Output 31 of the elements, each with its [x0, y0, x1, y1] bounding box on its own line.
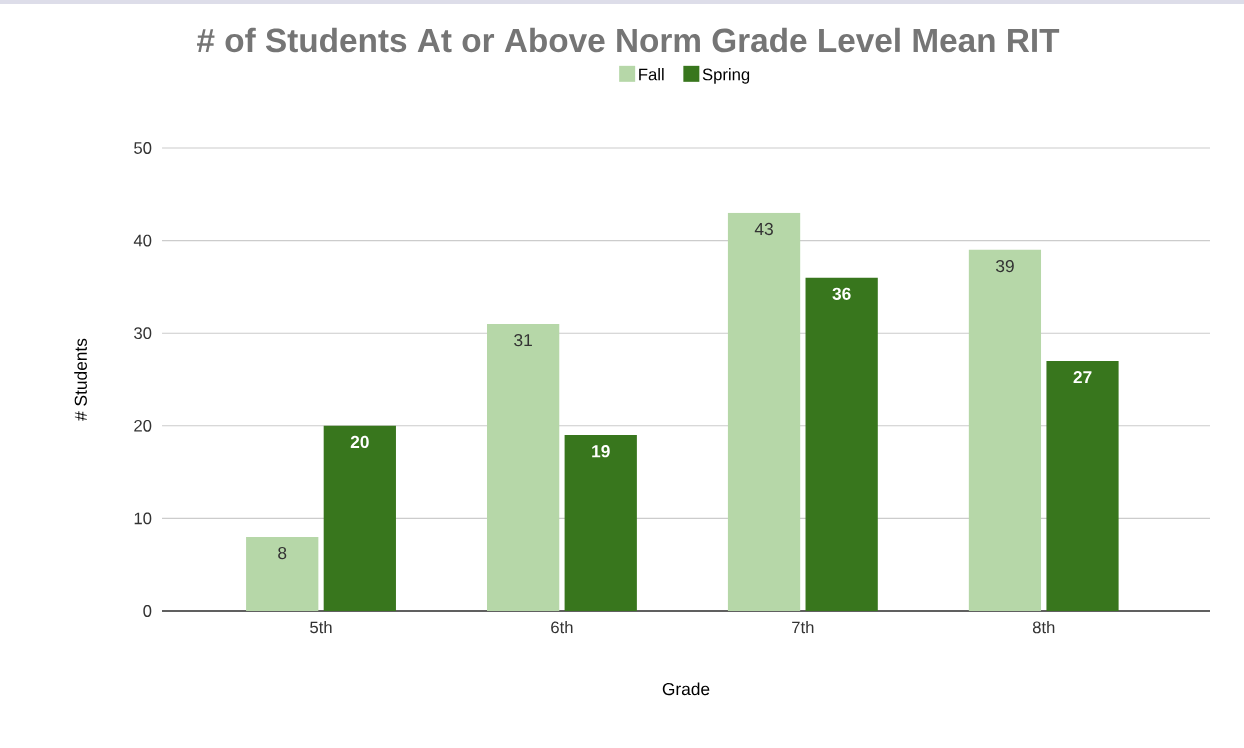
bar [805, 277, 878, 611]
y-tick-label: 30 [134, 327, 152, 340]
y-tick-label: 10 [134, 512, 152, 525]
y-axis-title: # Students [74, 338, 87, 421]
x-tick-label: 6th [551, 621, 573, 634]
bar [968, 249, 1042, 611]
x-tick-label: 5th [310, 621, 332, 634]
data-label: 43 [754, 222, 773, 236]
y-tick-label: 20 [134, 419, 152, 432]
x-tick-label: 7th [792, 621, 814, 634]
y-tick-label: 40 [133, 234, 152, 247]
bar [1046, 360, 1119, 611]
data-label: 19 [592, 445, 610, 458]
data-label: 8 [278, 546, 287, 560]
legend-label: Fall [639, 68, 664, 81]
legend-label: Spring [702, 68, 750, 84]
bar [487, 323, 560, 611]
y-tick-label: 50 [134, 142, 152, 154]
bar [246, 536, 319, 611]
bar [727, 212, 801, 611]
bar [564, 435, 637, 611]
data-label: 36 [832, 287, 851, 300]
data-label: 20 [350, 435, 369, 449]
x-axis-title: Grade [662, 682, 710, 696]
x-tick-label: 8th [1032, 621, 1055, 634]
data-label: 27 [1073, 371, 1092, 384]
data-label: 39 [996, 259, 1014, 273]
y-tick-label: 0 [143, 605, 152, 617]
chart-title: # of Students At or Above Norm Grade Level Mean RIT [197, 27, 1060, 53]
bar [323, 425, 396, 611]
data-label: 31 [514, 333, 532, 347]
